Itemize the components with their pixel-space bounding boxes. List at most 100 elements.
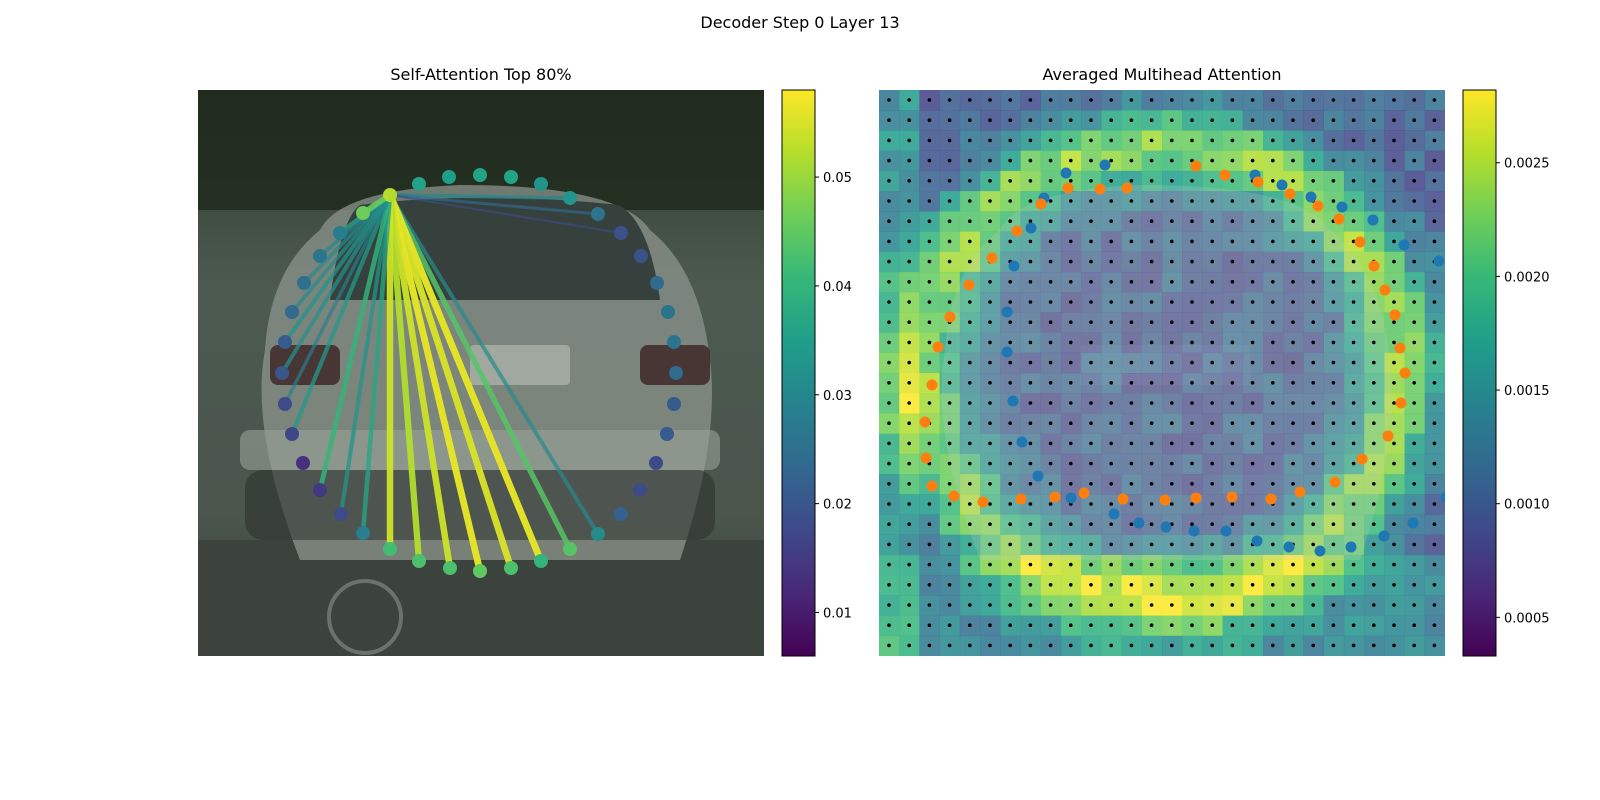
grid-dot	[1170, 280, 1174, 284]
grid-dot	[1331, 562, 1336, 567]
grid-dot	[1008, 522, 1012, 526]
grid-dot	[1412, 502, 1416, 506]
grid-dot	[1210, 280, 1214, 284]
query-point-21	[1314, 545, 1326, 557]
grid-dot	[1271, 219, 1275, 223]
grid-dot	[1250, 360, 1255, 365]
grid-dot	[1230, 502, 1235, 506]
grid-dot	[1412, 320, 1416, 325]
grid-dot	[1008, 98, 1012, 102]
grid-dot	[968, 179, 972, 183]
grid-dot	[1432, 340, 1437, 345]
grid-dot	[1230, 583, 1235, 587]
grid-dot	[1190, 562, 1194, 567]
grid-dot	[887, 158, 891, 163]
grid-dot	[887, 280, 891, 284]
grid-dot	[1069, 643, 1073, 648]
averaged-attention-panel	[879, 90, 1445, 656]
grid-dot	[1351, 461, 1356, 466]
reference-point-14	[1356, 453, 1368, 465]
grid-dot	[1291, 461, 1295, 466]
grid-dot	[1170, 239, 1174, 244]
grid-dot	[1129, 320, 1134, 325]
grid-dot	[1432, 502, 1437, 506]
grid-dot	[1129, 158, 1134, 163]
attention-point-7	[591, 207, 605, 221]
grid-dot	[1109, 421, 1113, 426]
grid-dot	[1250, 259, 1255, 264]
attention-point-17	[633, 483, 647, 497]
attention-point-25	[412, 554, 426, 568]
grid-dot	[1170, 199, 1174, 203]
attention-point-10	[650, 276, 664, 290]
grid-dot	[1331, 643, 1336, 648]
grid-dot	[1008, 583, 1012, 587]
grid-dot	[1210, 320, 1214, 325]
grid-dot	[1028, 441, 1033, 446]
reference-point-4	[1312, 200, 1324, 212]
grid-dot	[1230, 603, 1235, 607]
grid-dot	[1149, 562, 1154, 567]
grid-dot	[1432, 482, 1437, 486]
colorbar-tick-label-1: 0.0010	[1504, 498, 1550, 513]
query-point-39	[1099, 159, 1111, 171]
grid-dot	[1109, 239, 1113, 244]
grid-dot	[887, 239, 891, 244]
grid-dot	[1149, 300, 1154, 304]
grid-dot	[1311, 522, 1315, 526]
grid-dot	[887, 179, 891, 183]
grid-dot	[1291, 138, 1295, 143]
grid-dot	[1048, 623, 1053, 627]
grid-dot	[968, 199, 972, 203]
attention-point-8	[614, 226, 628, 240]
grid-dot	[1170, 320, 1174, 325]
grid-dot	[1210, 562, 1214, 567]
grid-dot	[1210, 179, 1214, 183]
colorbar-tick-label-0: 0.01	[823, 606, 852, 621]
query-point-4	[1367, 214, 1379, 226]
grid-dot	[1109, 401, 1113, 405]
grid-dot	[1129, 381, 1134, 385]
grid-dot	[1311, 562, 1315, 567]
grid-dot	[1412, 583, 1416, 587]
grid-dot	[1149, 158, 1154, 163]
grid-dot	[887, 623, 891, 627]
grid-dot	[968, 401, 972, 405]
grid-dot	[1271, 300, 1275, 304]
grid-dot	[1250, 421, 1255, 426]
grid-dot	[1008, 623, 1012, 627]
grid-dot	[1048, 643, 1053, 648]
grid-dot	[1230, 138, 1235, 143]
grid-dot	[1190, 643, 1194, 648]
grid-dot	[1432, 441, 1437, 446]
grid-dot	[1311, 158, 1315, 163]
grid-dot	[1089, 623, 1093, 627]
grid-dot	[1210, 118, 1214, 122]
reference-point-21	[1117, 493, 1129, 505]
grid-dot	[1230, 199, 1235, 203]
grid-dot	[1210, 300, 1214, 304]
grid-dot	[1392, 158, 1396, 163]
attention-point-2	[442, 170, 456, 184]
grid-dot	[927, 320, 932, 325]
grid-dot	[1271, 179, 1275, 183]
grid-dot	[1028, 280, 1033, 284]
reference-point-9	[1389, 309, 1401, 321]
grid-dot	[988, 643, 992, 648]
grid-dot	[887, 542, 891, 547]
grid-dot	[1089, 259, 1093, 264]
grid-dot	[1412, 643, 1416, 648]
grid-dot	[1069, 421, 1073, 426]
attention-point-15	[660, 427, 674, 441]
grid-dot	[1008, 542, 1012, 547]
grid-dot	[1028, 158, 1033, 163]
grid-dot	[1250, 199, 1255, 203]
grid-dot	[1372, 280, 1376, 284]
grid-dot	[1311, 280, 1315, 284]
grid-dot	[1028, 623, 1033, 627]
reference-point-34	[986, 252, 998, 264]
grid-dot	[1331, 583, 1336, 587]
reference-point-3	[1284, 188, 1296, 200]
grid-dot	[947, 300, 952, 304]
reference-point-38	[1094, 183, 1106, 195]
